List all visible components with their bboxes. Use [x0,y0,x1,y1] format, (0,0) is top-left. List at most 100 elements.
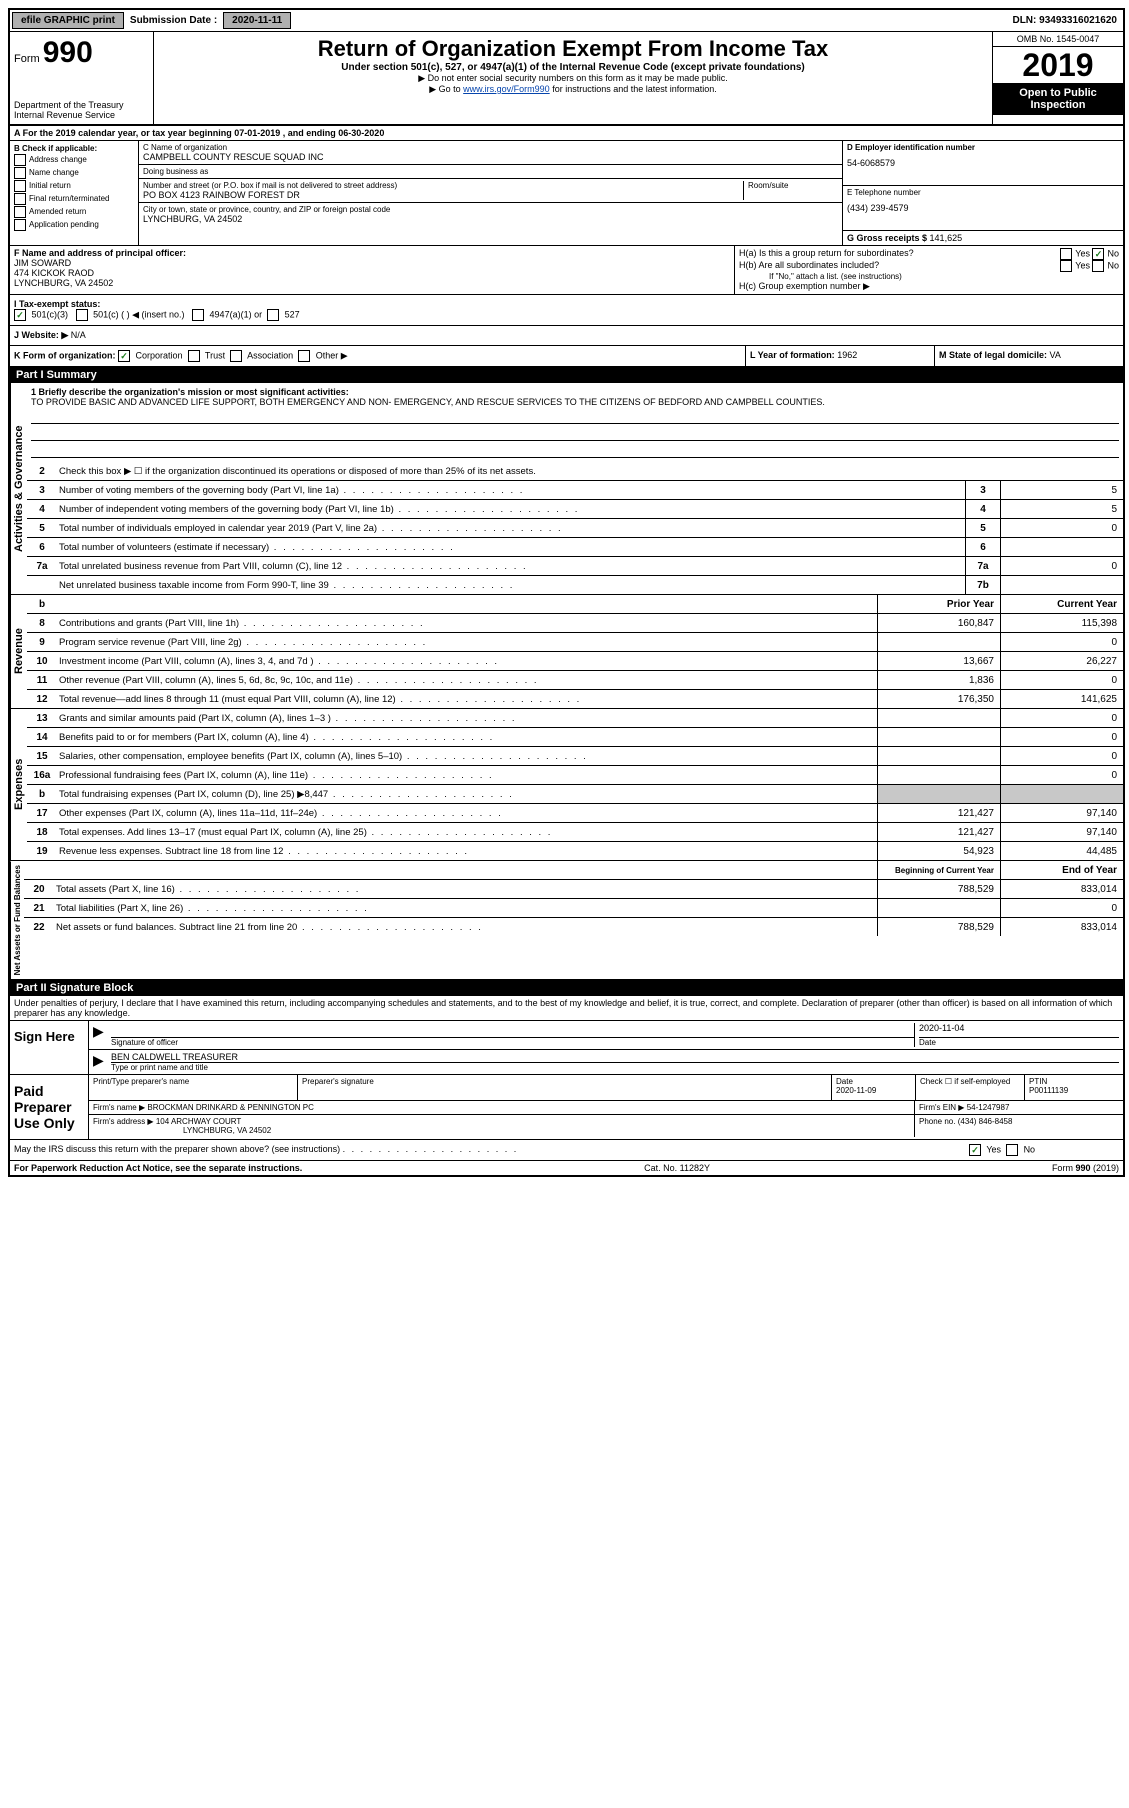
current-val: 97,140 [1000,823,1123,841]
part2-header: Part II Signature Block [10,980,1123,996]
table-row: 22 Net assets or fund balances. Subtract… [24,918,1123,936]
signature-line[interactable] [111,1023,914,1038]
arrow-icon: ▶ [93,1052,111,1072]
checkbox-icon[interactable] [1092,248,1104,260]
declaration: Under penalties of perjury, I declare th… [10,996,1123,1021]
checkbox-icon[interactable] [14,167,26,179]
table-row: 7a Total unrelated business revenue from… [27,557,1123,576]
checkbox-icon[interactable] [188,350,200,362]
checkbox-icon[interactable] [1060,260,1072,272]
line-num: 22 [24,920,54,935]
date-label: Date [919,1038,1119,1047]
blank-line [31,426,1119,441]
prep-phone: (434) 846-8458 [958,1117,1013,1126]
vlabel-rev: Revenue [10,595,27,708]
expenses-section: Expenses 13 Grants and similar amounts p… [10,709,1123,861]
activities-section: Activities & Governance 1 Briefly descri… [10,383,1123,595]
no-label: No [1107,248,1119,258]
e-label: E Telephone number [847,188,1119,197]
line-val: 5 [1000,500,1123,518]
section-c: C Name of organization CAMPBELL COUNTY R… [139,141,842,245]
527: 527 [285,309,300,319]
section-i: I Tax-exempt status: 501(c)(3) 501(c) ( … [10,295,1123,326]
header-right: OMB No. 1545-0047 2019 Open to Public In… [992,32,1123,124]
col-prior: Prior Year [877,595,1000,613]
instructions-link[interactable]: www.irs.gov/Form990 [463,84,550,94]
prep-check: Check ☐ if self-employed [916,1075,1025,1100]
table-row: 21 Total liabilities (Part X, line 26) 0 [24,899,1123,918]
current-val: 44,485 [1000,842,1123,860]
line-text: Other expenses (Part IX, column (A), lin… [57,806,877,821]
efile-button[interactable]: efile GRAPHIC print [12,12,124,29]
prep-name[interactable] [93,1086,293,1098]
q2: Check this box ▶ ☐ if the organization d… [57,464,1123,479]
line-text: Total number of individuals employed in … [57,521,965,536]
checkbox-icon[interactable] [298,350,310,362]
checkbox-icon[interactable] [76,309,88,321]
c-name-label: C Name of organization [143,143,838,152]
prep-name-label: Print/Type preparer's name [93,1077,293,1086]
org-name: CAMPBELL COUNTY RESCUE SQUAD INC [143,152,838,162]
line-num: 18 [27,825,57,840]
vlabel-ag: Activities & Governance [10,383,27,594]
checkbox-icon[interactable] [230,350,242,362]
current-val: 26,227 [1000,652,1123,670]
col-end: End of Year [1000,861,1123,879]
line-num: 16a [27,768,57,783]
table-row: 11 Other revenue (Part VIII, column (A),… [27,671,1123,690]
checkbox-icon[interactable] [969,1144,981,1156]
prior-val [877,747,1000,765]
checkbox-icon[interactable] [1060,248,1072,260]
checkbox-icon[interactable] [14,154,26,166]
table-row: b Total fundraising expenses (Part IX, c… [27,785,1123,804]
type-label: Type or print name and title [111,1063,1119,1072]
checkbox-icon[interactable] [1092,260,1104,272]
prior-val [877,785,1000,803]
line-num: 11 [27,673,57,688]
current-val: 0 [1000,671,1123,689]
checkbox-icon[interactable] [14,180,26,192]
line-num: 4 [27,502,57,517]
k-other: Other ▶ [316,350,348,360]
addr-label: Number and street (or P.O. box if mail i… [143,181,743,190]
table-row: Net unrelated business taxable income fr… [27,576,1123,594]
sign-here-label: Sign Here [10,1021,89,1074]
table-row: 15 Salaries, other compensation, employe… [27,747,1123,766]
b-text: Initial return [29,181,71,190]
prior-val: 54,923 [877,842,1000,860]
checkbox-icon[interactable] [14,206,26,218]
checkbox-icon[interactable] [14,193,26,205]
discuss-row: May the IRS discuss this return with the… [10,1140,1123,1161]
topbar: efile GRAPHIC print Submission Date : 20… [10,10,1123,32]
b-item: Initial return [14,180,134,192]
checkbox-icon[interactable] [14,309,26,321]
blank-line [31,409,1119,424]
discuss-text: May the IRS discuss this return with the… [10,1140,965,1160]
table-row: 4 Number of independent voting members o… [27,500,1123,519]
discuss-label: May the IRS discuss this return with the… [14,1144,340,1154]
yes-label: Yes [1075,248,1090,258]
table-row: 10 Investment income (Part VIII, column … [27,652,1123,671]
header-mid: Return of Organization Exempt From Incom… [154,32,992,124]
checkbox-icon[interactable] [14,219,26,231]
section-klm: K Form of organization: Corporation Trus… [10,346,1123,367]
prior-val: 121,427 [877,804,1000,822]
i-label: I Tax-exempt status: [14,299,100,309]
checkbox-icon[interactable] [267,309,279,321]
prior-val: 13,667 [877,652,1000,670]
g-label: G Gross receipts $ [847,233,930,243]
b-text: Name change [29,168,79,177]
checkbox-icon[interactable] [1006,1144,1018,1156]
line-num: 17 [27,806,57,821]
section-a: A For the 2019 calendar year, or tax yea… [10,126,1123,141]
form-subtitle: Under section 501(c), 527, or 4947(a)(1)… [158,62,988,73]
checkbox-icon[interactable] [118,350,130,362]
line-box: 7a [965,557,1000,575]
k-label: K Form of organization: [14,350,116,360]
addr-value: PO BOX 4123 RAINBOW FOREST DR [143,190,743,200]
4947a1: 4947(a)(1) or [210,309,263,319]
phone: (434) 239-4579 [847,203,1119,213]
line-num: 3 [27,483,57,498]
table-row: 12 Total revenue—add lines 8 through 11 … [27,690,1123,708]
checkbox-icon[interactable] [192,309,204,321]
